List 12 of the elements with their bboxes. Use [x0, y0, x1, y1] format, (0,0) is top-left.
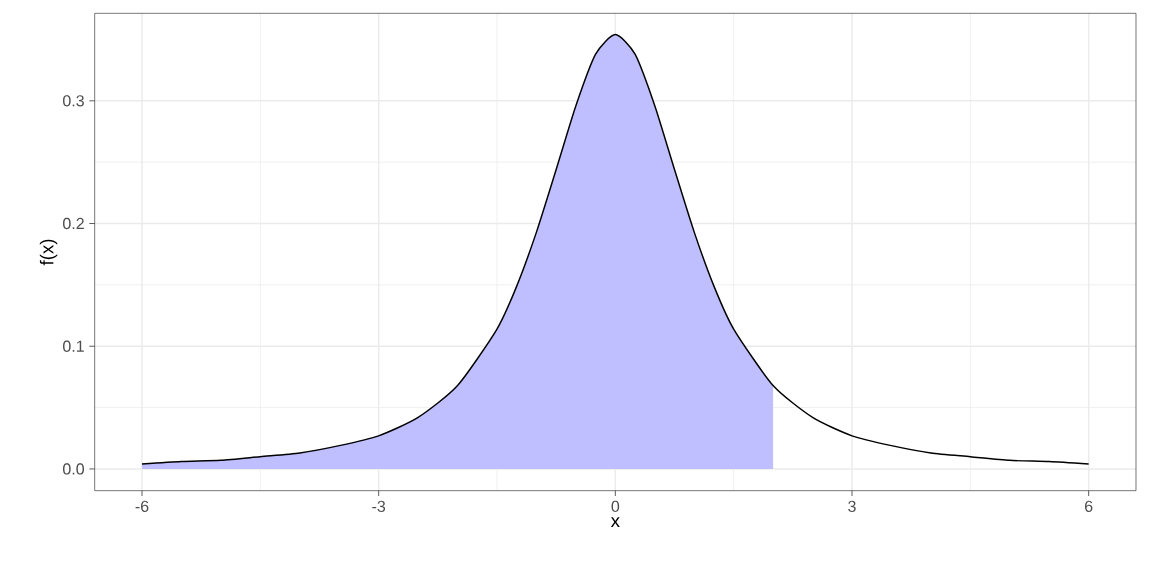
x-tick-label: 0	[611, 500, 620, 513]
x-axis-title: x	[610, 517, 620, 528]
x-tick-label: 3	[848, 500, 856, 513]
y-tick-label: 0.3	[63, 95, 84, 107]
x-tick-label: 6	[1085, 500, 1093, 513]
y-axis-title: f(x)	[39, 239, 58, 266]
y-tick-label: 0.2	[63, 217, 84, 230]
line-series	[141, 33, 1090, 465]
y-tick-label: 0.0	[63, 463, 85, 475]
x-tick-label: -6	[135, 500, 149, 513]
y-tick-label: 0.1	[63, 340, 84, 352]
x-tick-label: -3	[372, 500, 386, 513]
